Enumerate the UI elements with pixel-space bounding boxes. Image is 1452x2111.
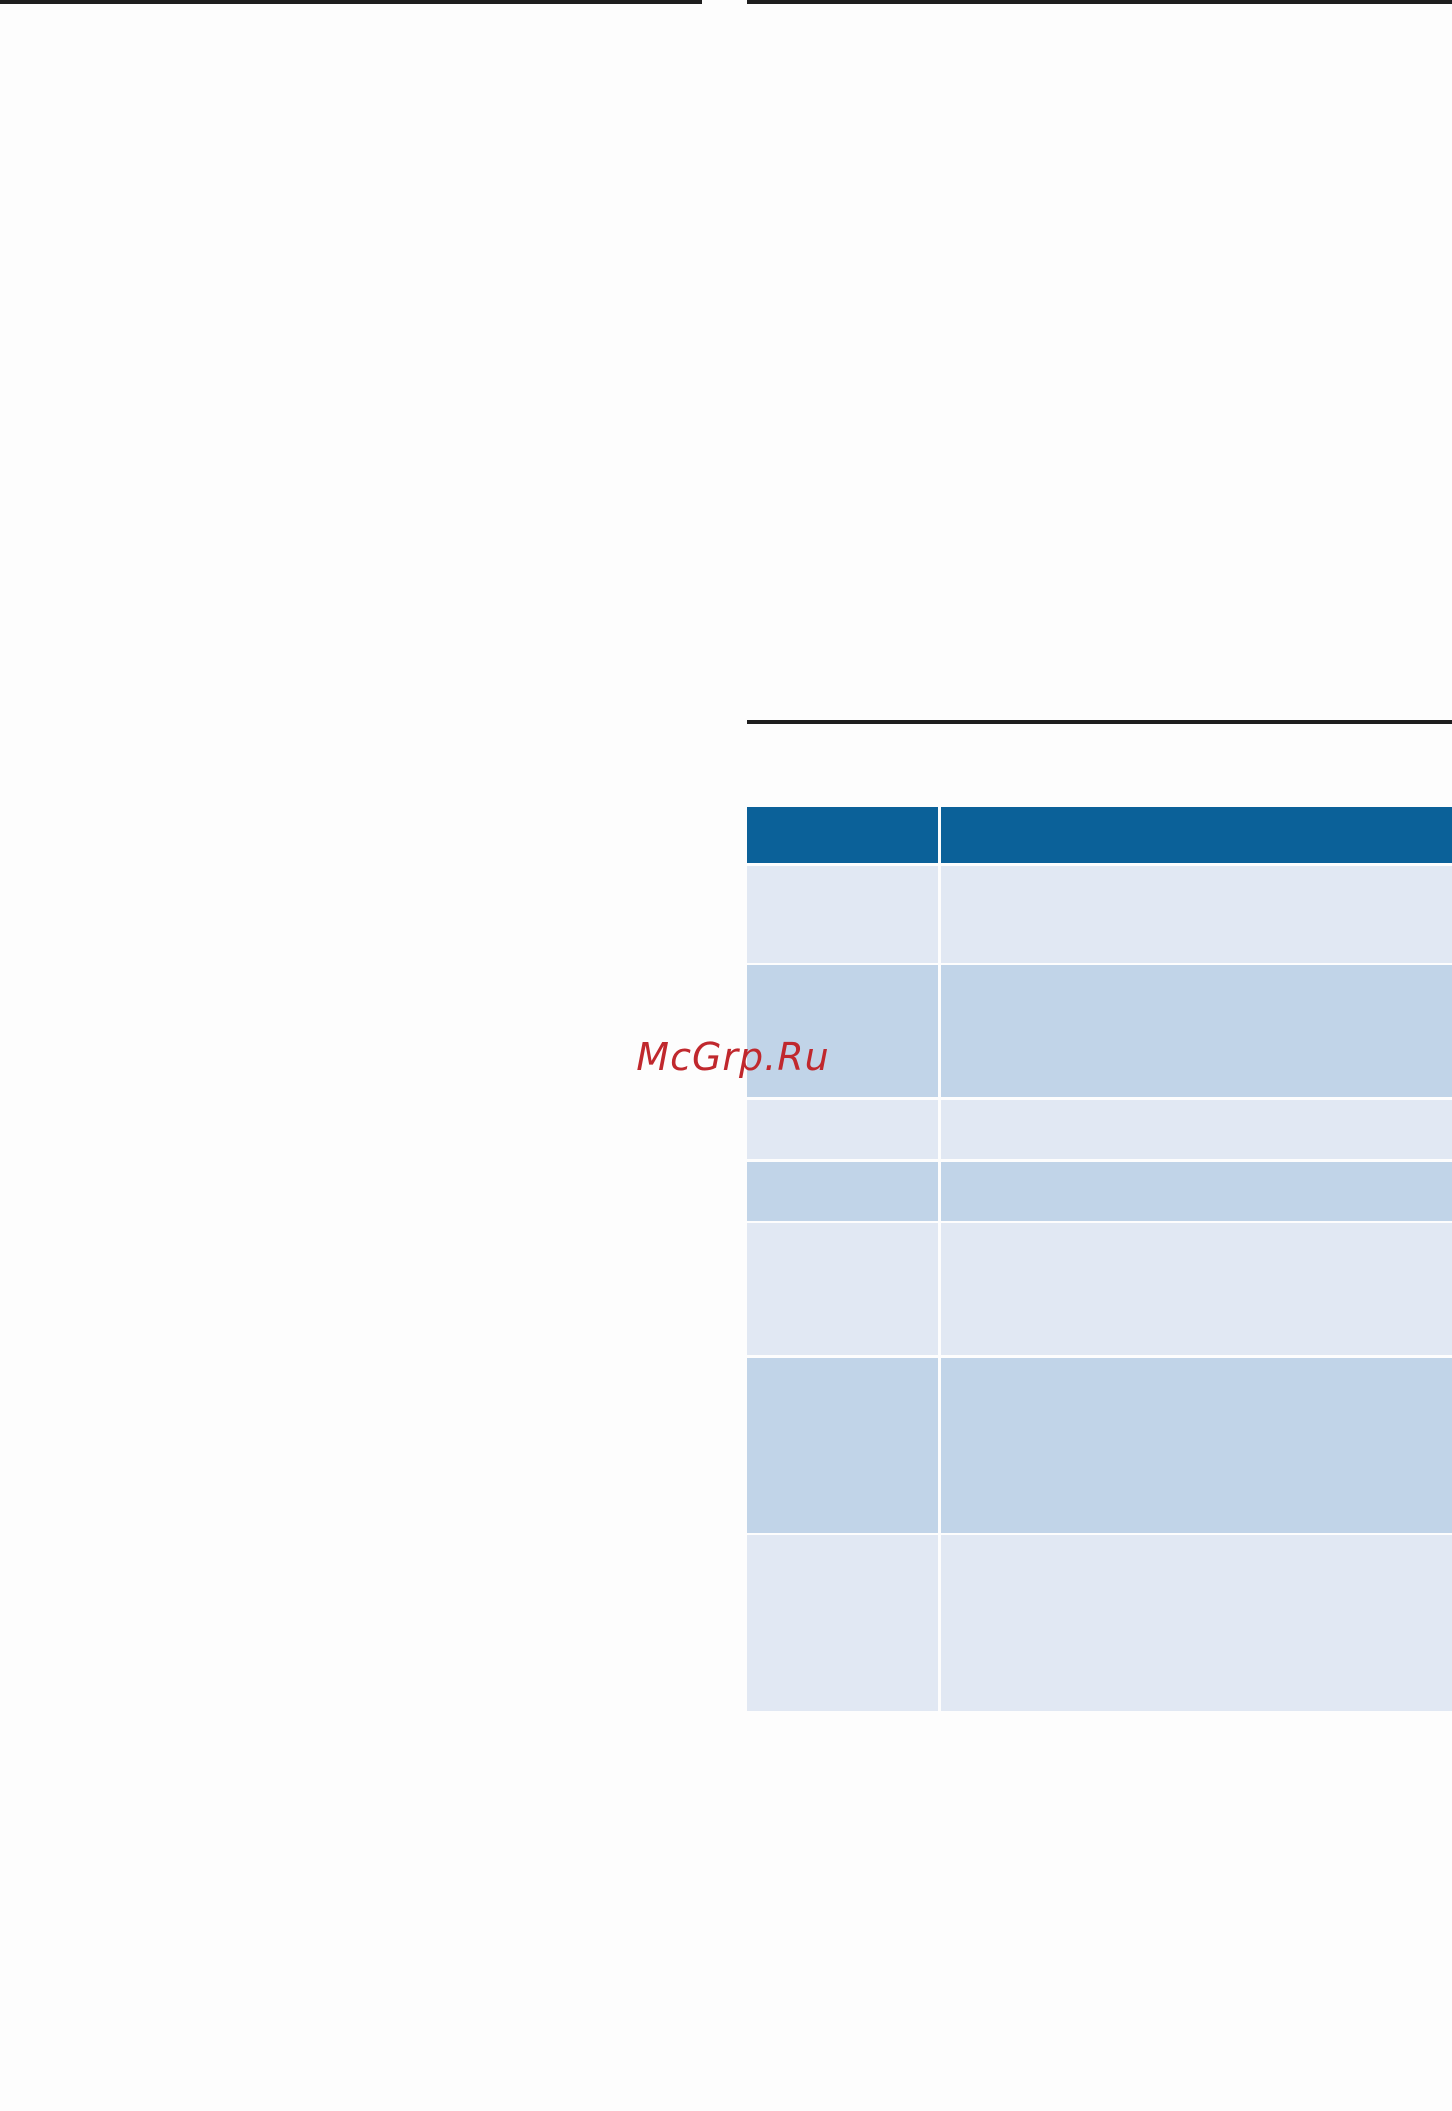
table-cell	[747, 1100, 938, 1159]
table-cell	[941, 1100, 1452, 1159]
table-cell	[747, 866, 938, 963]
watermark: McGrp.Ru	[636, 1035, 830, 1079]
column-rule	[747, 0, 1452, 4]
table-cell	[941, 1223, 1452, 1355]
table-cell	[747, 1223, 938, 1355]
table-cell	[747, 965, 938, 1097]
table-cell	[941, 866, 1452, 963]
table-cell	[747, 1535, 938, 1711]
table-cell	[941, 1162, 1452, 1221]
section-rule	[747, 720, 1452, 724]
table-cell	[747, 1162, 938, 1221]
table-cell	[941, 965, 1452, 1097]
column-rule	[0, 0, 702, 4]
table-cell	[941, 1358, 1452, 1533]
header-cell	[747, 807, 938, 863]
table-cell	[747, 1358, 938, 1533]
table-cell	[941, 1535, 1452, 1711]
header-cell	[941, 807, 1452, 863]
